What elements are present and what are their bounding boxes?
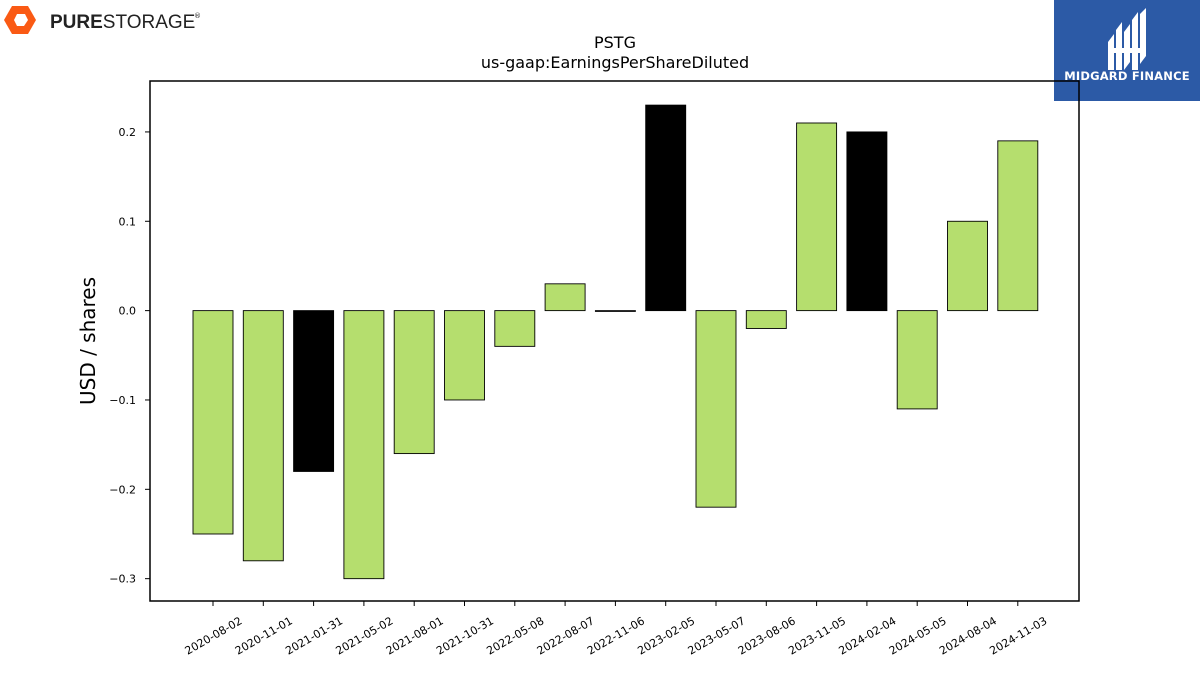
pure-storage-word-pure: PURE [50, 12, 103, 33]
y-tick-label: 0.1 [119, 215, 137, 228]
bar-2023-05-07 [695, 310, 737, 508]
y-axis: −0.3 −0.2 −0.1 0.0 0.1 0.2 [109, 126, 150, 586]
bars-layer [192, 104, 1039, 580]
svg-text:PURESTORAGE: PURESTORAGE [50, 12, 195, 33]
x-tick-label: 2024-11-03 [987, 614, 1049, 657]
bar-2021-08-01 [393, 310, 435, 455]
bar-2024-02-04 [846, 131, 888, 312]
pure-storage-logo-graphic: PURESTORAGE ® [4, 6, 201, 34]
y-tick-label: 0.0 [119, 305, 137, 318]
bar-2023-08-06 [745, 310, 787, 329]
bar-2023-02-05 [645, 104, 687, 312]
bar-2020-11-01 [242, 310, 284, 562]
bar-2022-08-07 [544, 283, 586, 312]
midgard-mark-icon [1108, 8, 1146, 70]
y-tick-label: −0.1 [109, 394, 136, 407]
bar-2023-11-05 [796, 122, 838, 312]
pure-storage-mark-cutout [14, 14, 28, 26]
registered-mark: ® [194, 12, 201, 20]
chart-subtitle: us-gaap:EarningsPerShareDiluted [481, 53, 749, 72]
bar-2020-08-02 [192, 310, 234, 535]
plot-frame [149, 80, 1080, 602]
midgard-finance-wordmark: MIDGARD FINANCE [1064, 69, 1190, 83]
bar-2024-08-04 [947, 220, 988, 312]
pure-storage-logo: PURESTORAGE ® [4, 4, 204, 40]
bar-2024-11-03 [997, 140, 1039, 312]
y-tick-label: −0.3 [109, 573, 136, 586]
bar-2021-10-31 [444, 310, 485, 401]
x-axis: 2020-08-022020-11-012021-01-312021-05-02… [183, 601, 1049, 658]
chart-title: PSTG [594, 33, 636, 52]
y-axis-label: USD / shares [76, 277, 100, 405]
bar-2022-11-06 [594, 310, 636, 312]
bar-2021-01-31 [293, 310, 335, 472]
bar-2021-05-02 [343, 310, 385, 580]
y-tick-label: 0.2 [119, 126, 137, 139]
bar-2022-05-08 [494, 310, 536, 347]
pure-storage-word-storage: STORAGE [103, 12, 196, 33]
y-tick-label: −0.2 [109, 483, 136, 496]
bar-2024-05-05 [896, 310, 938, 410]
